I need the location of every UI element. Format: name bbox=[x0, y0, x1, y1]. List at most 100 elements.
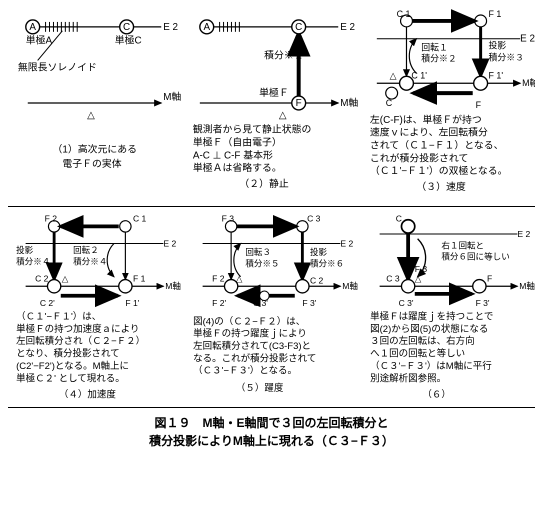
c3: C 3 bbox=[386, 274, 400, 284]
tri: △ bbox=[236, 274, 243, 284]
c4t: なる。これが積分投影されて bbox=[193, 352, 316, 364]
e2: E 2 bbox=[340, 22, 355, 33]
rot1: 回転１ bbox=[421, 43, 448, 53]
c1t: 図(4)の（Ｃ２−Ｆ２）は、 bbox=[193, 315, 305, 327]
f3p: F 3' bbox=[302, 298, 316, 308]
proj: 投影 bbox=[489, 40, 507, 51]
c4t: これが積分投影されて bbox=[370, 151, 468, 164]
m: M軸 bbox=[342, 280, 358, 291]
c3t: されて（Ｃ１−Ｆ１）となる、 bbox=[370, 139, 504, 151]
e2: E 2 bbox=[520, 34, 535, 45]
f1p: F 1' bbox=[125, 298, 139, 308]
panel-2: A E 2 C M軸 F 積分※１ 単極Ｆ △ 観測者から見て静止状態の 単極Ｆ… bbox=[185, 8, 358, 198]
tri: △ bbox=[279, 110, 287, 121]
f3p: F 3' bbox=[476, 298, 490, 308]
e2: E 2 bbox=[517, 229, 530, 239]
tri: △ bbox=[87, 110, 95, 121]
c6t: 単極Ｃ２' として現れる。 bbox=[16, 372, 125, 384]
horizontal-divider bbox=[8, 206, 535, 207]
c5: （２）静止 bbox=[239, 177, 289, 190]
panel-1: A C E 2 単極A 単極C 無限長ソレノイド M軸 △ （1）高次元にある … bbox=[8, 8, 181, 198]
proj: 投影 bbox=[310, 246, 328, 257]
label-c: 単極C bbox=[115, 34, 142, 47]
m-axis: M軸 bbox=[163, 90, 181, 103]
rot2: 回転２ bbox=[73, 245, 99, 255]
m: M軸 bbox=[165, 280, 181, 291]
node-f: F bbox=[296, 98, 302, 109]
tri: △ bbox=[415, 274, 422, 284]
c1t: （Ｃ１'−Ｆ１'）は、 bbox=[16, 311, 101, 323]
c5t: （Ｃ１'−Ｆ１'）の双極となる。 bbox=[370, 164, 508, 177]
panel-3: E 2 C 1 F 1 回転１ 積分※２ 投影 積分※３ M軸 C 1' F 1… bbox=[362, 8, 535, 198]
diagram-grid: A C E 2 単極A 単極C 無限長ソレノイド M軸 △ （1）高次元にある … bbox=[8, 8, 535, 405]
label-a: 単極A bbox=[26, 34, 53, 47]
cap2: 電子Ｆの実体 bbox=[62, 157, 121, 170]
c2t: 図(2)から図(5)の状態になる bbox=[370, 323, 488, 335]
n1: 右１回転と bbox=[441, 239, 484, 250]
i4b: 積分※４ bbox=[73, 255, 107, 266]
f1: F 1 bbox=[133, 274, 146, 284]
label-f: 単極Ｆ bbox=[259, 86, 289, 99]
i5: 積分※５ bbox=[245, 257, 279, 268]
c1: 観測者から見て静止状態の bbox=[193, 123, 312, 136]
proj: 投影 bbox=[16, 244, 34, 255]
c: C bbox=[396, 215, 402, 224]
int2: 積分※２ bbox=[421, 52, 457, 63]
e2: E 2 bbox=[163, 238, 176, 248]
c5t: （Ｃ３'−Ｆ３'）となる。 bbox=[193, 365, 297, 377]
f1p: F 1' bbox=[489, 70, 504, 80]
c3p: C 3' bbox=[399, 298, 414, 308]
c2t: 単極Ｆの持つ加速度ａにより bbox=[16, 323, 139, 335]
c3t: 左回転積分され（Ｃ２−Ｆ２） bbox=[16, 335, 145, 347]
m: M軸 bbox=[519, 280, 535, 291]
c5t: （Ｃ３'−Ｆ３'）はM軸に平行 bbox=[370, 360, 492, 372]
c2: C 2 bbox=[310, 275, 324, 285]
figure-caption: 図１９ M軸・E軸間で３回の左回転積分と 積分投影によりM軸上に現れる（Ｃ３−Ｆ… bbox=[8, 414, 535, 450]
m: M軸 bbox=[340, 96, 358, 109]
f3: F 3 bbox=[415, 264, 428, 274]
int1: 積分※１ bbox=[264, 49, 304, 62]
fig-title-1: 図１９ M軸・E軸間で３回の左回転積分と bbox=[8, 414, 535, 432]
c7t: （６） bbox=[422, 388, 451, 400]
c2: 単極Ｆ（自由電子） bbox=[193, 136, 282, 149]
c4: 単極Ａは省略する。 bbox=[193, 161, 282, 174]
node-c: C bbox=[295, 22, 302, 33]
e2-label: E 2 bbox=[163, 22, 178, 33]
c1t: 左(C-F)は、単極Ｆが持つ bbox=[370, 113, 482, 126]
c3: A-C ⊥ C-F 基本形 bbox=[193, 148, 273, 161]
c2t: 速度ｖにより、左回転積分 bbox=[370, 126, 488, 139]
panel-6: E 2 C 右１回転と 積分６回に等しい F 3 M軸 C 3 F C 3' F… bbox=[362, 215, 535, 405]
c2: C 2 bbox=[35, 274, 49, 284]
c5t: (C2'−F2')となる。M軸上に bbox=[16, 360, 129, 372]
solenoid-label: 無限長ソレノイド bbox=[18, 60, 97, 73]
c1t: 単極Ｆは躍度ｊを持つことで bbox=[370, 311, 493, 323]
c6t: （３）速度 bbox=[416, 180, 466, 193]
c2p: C 2' bbox=[40, 298, 55, 308]
c7t: （４）加速度 bbox=[59, 388, 117, 400]
f3: F 3 bbox=[222, 215, 235, 224]
node-c: C bbox=[123, 22, 130, 33]
c4t: へ１回の回転と等しい bbox=[370, 348, 465, 360]
c1: C 1 bbox=[133, 215, 147, 224]
svg-text:F: F bbox=[476, 100, 482, 110]
f2p: F 2' bbox=[212, 298, 226, 308]
int3: 積分※３ bbox=[489, 51, 524, 62]
c4t: となり、積分投影されて bbox=[16, 348, 120, 360]
i6: 積分※６ bbox=[310, 257, 344, 268]
f2: F 2 bbox=[212, 274, 225, 284]
c: C bbox=[386, 98, 393, 108]
n2: 積分６回に等しい bbox=[441, 251, 509, 262]
fig-title-2: 積分投影によりM軸上に現れる（Ｃ３−Ｆ３） bbox=[8, 432, 535, 450]
m: M軸 bbox=[522, 77, 535, 88]
rot3: 回転３ bbox=[245, 247, 271, 257]
c1: C 1 bbox=[397, 9, 411, 19]
panel-4: E 2 F 2 C 1 投影 積分※４ 回転２ 積分※４ M軸 C 2 F 1 … bbox=[8, 215, 181, 405]
c6t: （５）躍度 bbox=[236, 382, 284, 394]
node-a: A bbox=[29, 22, 36, 33]
c1p: C 1' bbox=[411, 70, 427, 80]
f: F bbox=[487, 274, 492, 284]
cap1: （1）高次元にある bbox=[52, 142, 136, 155]
c2t: 単極Ｆの持つ躍度ｊにより bbox=[193, 328, 307, 340]
tri: △ bbox=[390, 70, 397, 80]
i4a: 積分※４ bbox=[16, 255, 50, 266]
